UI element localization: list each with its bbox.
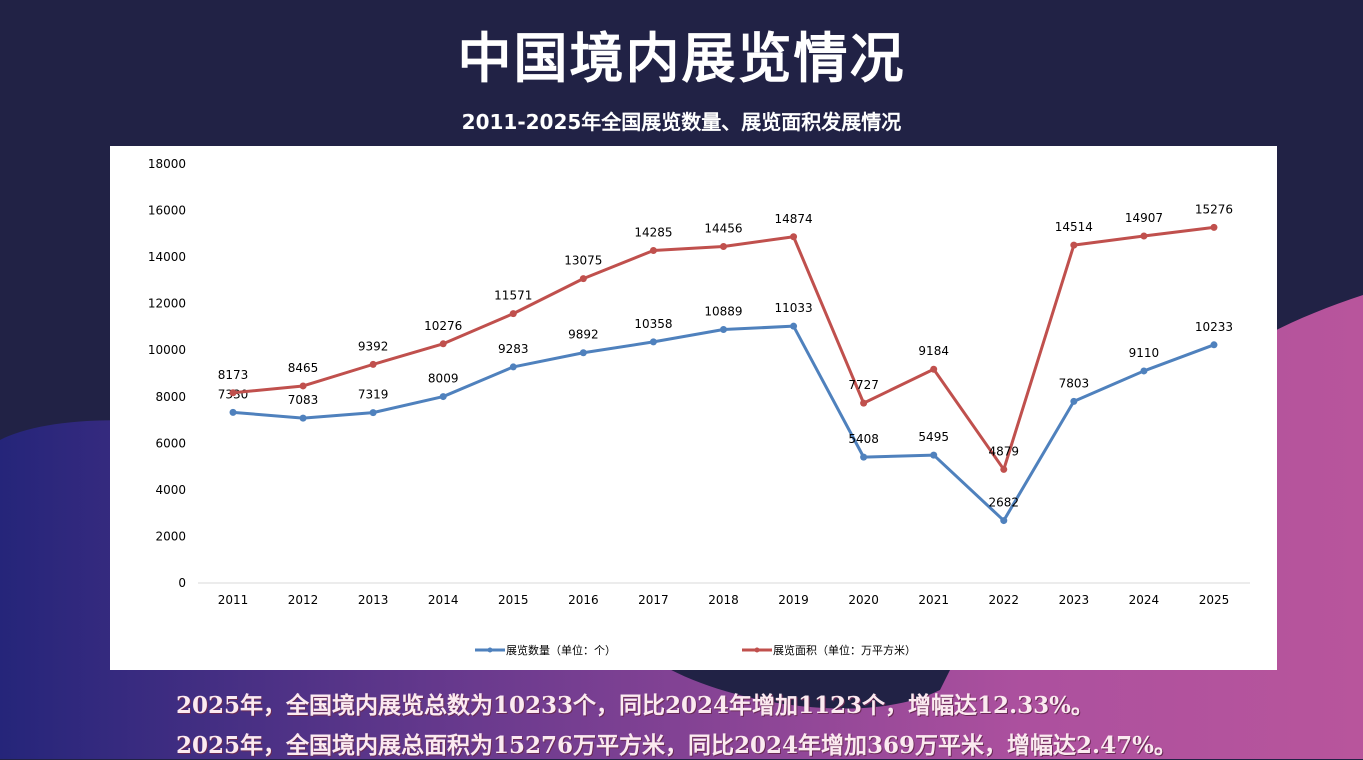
x-tick-label: 2015 [498,593,529,607]
x-tick-label: 2013 [358,593,389,607]
data-label: 14285 [634,225,672,239]
data-label: 5495 [918,430,949,444]
data-point [509,363,517,371]
data-point [1140,232,1148,240]
data-label: 10276 [424,319,462,333]
data-label: 14514 [1055,220,1093,234]
data-point [649,338,657,346]
legend-label-1: 展览面积（单位：万平方米） [773,643,916,657]
data-label: 9392 [358,339,389,353]
data-point [299,414,307,422]
data-label: 15276 [1195,202,1233,216]
x-tick-label: 2019 [778,593,809,607]
data-label: 10889 [704,305,742,319]
data-point [930,451,938,459]
data-point [790,233,798,241]
data-label: 11571 [494,289,532,303]
y-tick-label: 6000 [155,436,186,450]
data-label: 14456 [704,221,742,235]
x-tick-label: 2018 [708,593,739,607]
data-point [1210,223,1218,231]
x-tick-label: 2014 [428,593,459,607]
data-point [509,310,517,318]
data-label: 14874 [774,212,812,226]
x-tick-label: 2016 [568,593,599,607]
data-point [1000,517,1008,525]
data-point [579,349,587,357]
data-point [860,453,868,461]
y-tick-label: 2000 [155,529,186,543]
y-tick-label: 18000 [148,157,186,171]
y-tick-label: 0 [178,576,186,590]
y-tick-label: 14000 [148,250,186,264]
y-tick-label: 4000 [155,483,186,497]
legend-label-0: 展览数量（单位：个） [506,643,616,657]
data-point [299,382,307,390]
data-point [1000,465,1008,473]
x-tick-label: 2011 [218,593,249,607]
data-point [369,360,377,368]
y-tick-label: 10000 [148,343,186,357]
data-point [229,389,237,397]
data-point [369,409,377,417]
data-point [439,393,447,401]
legend-marker-0 [487,647,493,653]
line-chart: 0 2000 4000 6000 8000 10000 12000 14000 16000 180… [148,157,1250,657]
y-tick-label: 16000 [148,204,186,218]
data-label: 11033 [774,301,812,315]
chart-panel: 0 2000 4000 6000 8000 10000 12000 14000 16000 180… [110,146,1277,670]
page-title: 中国境内展览情况 [457,27,906,90]
x-tick-label: 2022 [988,593,1019,607]
data-label: 7319 [358,388,389,402]
data-label: 8009 [428,372,459,386]
x-tick-label: 2020 [848,593,879,607]
data-label: 7083 [288,393,319,407]
data-label: 9892 [568,328,599,342]
data-point [790,322,798,330]
data-label: 7727 [848,378,879,392]
data-label: 14907 [1125,211,1163,225]
data-point [719,242,727,250]
data-point [1070,397,1078,405]
y-tick-label: 8000 [155,390,186,404]
data-point [439,340,447,348]
summary-note-area: 2025年，全国境内展总面积为15276万平方米，同比2024年增加369万平米… [176,732,1177,759]
x-tick-label: 2024 [1129,593,1160,607]
data-point [579,275,587,283]
summary-note-count: 2025年，全国境内展览总数为10233个，同比2024年增加1123个，增幅达… [176,692,1094,719]
x-tick-label: 2023 [1059,593,1090,607]
data-label: 10358 [634,317,672,331]
data-label: 5408 [848,432,879,446]
data-label: 8173 [218,368,249,382]
data-label: 13075 [564,254,602,268]
series-line-0 [232,324,1215,523]
data-point [860,399,868,407]
data-label: 9283 [498,342,529,356]
y-tick-label: 12000 [148,297,186,311]
data-point [1140,367,1148,375]
data-point [229,408,237,416]
data-point [649,246,657,254]
x-tick-label: 2012 [288,593,319,607]
data-label: 9184 [918,344,949,358]
data-label: 2682 [988,496,1019,510]
data-point [1210,341,1218,349]
x-tick-label: 2017 [638,593,669,607]
data-label: 10233 [1195,320,1233,334]
data-label: 7803 [1059,376,1090,390]
data-label: 8465 [288,361,319,375]
x-tick-label: 2025 [1199,593,1230,607]
data-label: 9110 [1129,346,1160,360]
legend-marker-1 [754,647,760,653]
data-label: 4879 [988,444,1019,458]
data-point [719,326,727,334]
x-tick-label: 2021 [918,593,949,607]
data-point [1070,241,1078,249]
chart-subtitle: 2011-2025年全国展览数量、展览面积发展情况 [461,110,902,134]
data-point [930,365,938,373]
